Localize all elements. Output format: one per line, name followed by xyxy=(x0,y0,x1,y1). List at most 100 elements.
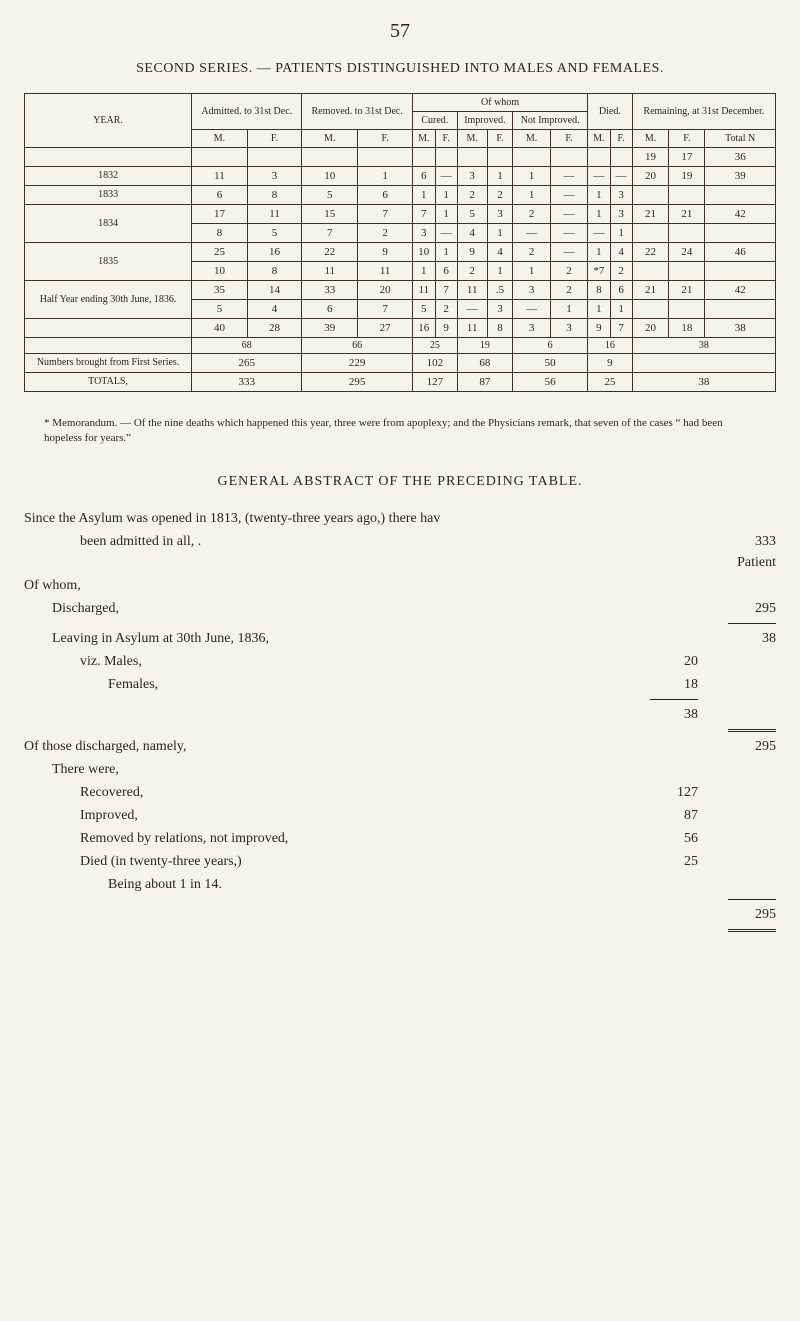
cell: 11 xyxy=(413,281,436,300)
cell: 5 xyxy=(192,300,248,319)
cell: 8 xyxy=(247,262,302,281)
footnote: * Memorandum. — Of the nine deaths which… xyxy=(44,416,756,446)
brace-value: 66 xyxy=(302,338,413,354)
cell: 8 xyxy=(192,224,248,243)
cell: 10 xyxy=(302,167,358,186)
abstract-value: 333 Patient xyxy=(716,531,776,573)
cell xyxy=(247,148,302,167)
cell: 1 xyxy=(435,243,457,262)
cell: 2 xyxy=(513,243,551,262)
cell: 3 xyxy=(487,205,512,224)
abstract-value: 25 xyxy=(638,851,698,872)
cell: 18 xyxy=(669,319,705,338)
cell: 6 xyxy=(435,262,457,281)
cell: 1 xyxy=(487,224,512,243)
cell: 2 xyxy=(551,281,588,300)
header-m: M. xyxy=(457,130,487,148)
year-label: 1833 xyxy=(25,186,192,205)
cell: 22 xyxy=(302,243,358,262)
cell: 3 xyxy=(457,167,487,186)
cell: 7 xyxy=(610,319,632,338)
abstract-value xyxy=(638,628,698,649)
abstract-value: 295 xyxy=(716,904,776,925)
cell: 9 xyxy=(457,243,487,262)
totals-row: TOTALS, 333 295 127 87 56 25 38 xyxy=(25,373,776,392)
cell: 1 xyxy=(435,186,457,205)
abstract-value: 87 xyxy=(638,805,698,826)
abstract-value xyxy=(638,736,698,757)
cell: 11 xyxy=(192,167,248,186)
header-year: YEAR. xyxy=(25,94,192,148)
cell xyxy=(632,354,775,373)
header-f: F. xyxy=(610,130,632,148)
cell: 16 xyxy=(247,243,302,262)
cell: 38 xyxy=(705,319,776,338)
abstract-line: Discharged, xyxy=(24,598,638,619)
cell: 6 xyxy=(358,186,413,205)
cell: 3 xyxy=(551,319,588,338)
cell: 3 xyxy=(610,186,632,205)
cell: 295 xyxy=(302,373,413,392)
cell: 56 xyxy=(513,373,588,392)
table-row: Half Year ending 30th June, 1836. 351433… xyxy=(25,281,776,300)
cell: 229 xyxy=(302,354,413,373)
abstract-value: 18 xyxy=(638,674,698,695)
cell: 11 xyxy=(247,205,302,224)
table-row: 1832 1131016—311———201939 xyxy=(25,167,776,186)
cell: 1 xyxy=(551,300,588,319)
empty-label xyxy=(25,338,192,354)
header-removed: Removed. to 31st Dec. xyxy=(302,94,413,130)
cell: — xyxy=(551,205,588,224)
header-f: F. xyxy=(358,130,413,148)
cell: 46 xyxy=(705,243,776,262)
cell: 2 xyxy=(358,224,413,243)
cell: 19 xyxy=(632,148,669,167)
header-m: M. xyxy=(632,130,669,148)
abstract-line: Females, xyxy=(24,674,638,695)
cell: 1 xyxy=(435,205,457,224)
cell: 21 xyxy=(632,205,669,224)
table-row: 191736 xyxy=(25,148,776,167)
cell xyxy=(632,186,669,205)
cell: 4 xyxy=(610,243,632,262)
cell: 6 xyxy=(192,186,248,205)
cell: — xyxy=(588,167,611,186)
page-number: 57 xyxy=(24,20,776,43)
header-f: F. xyxy=(247,130,302,148)
cell xyxy=(632,300,669,319)
cell xyxy=(669,224,705,243)
header-m: M. xyxy=(588,130,611,148)
subtotal-row: 402839271691183397201838 xyxy=(25,319,776,338)
cell: 1 xyxy=(610,300,632,319)
cell: 6 xyxy=(610,281,632,300)
cell: 1 xyxy=(513,262,551,281)
cell: 15 xyxy=(302,205,358,224)
abstract-value: 38 xyxy=(716,628,776,649)
header-cured: Cured. xyxy=(413,112,458,130)
header-m: M. xyxy=(413,130,436,148)
cell: 1 xyxy=(487,167,512,186)
cell: 2 xyxy=(487,186,512,205)
cell: 87 xyxy=(457,373,513,392)
cell: 1 xyxy=(588,300,611,319)
abstract-value: 56 xyxy=(638,828,698,849)
brace-value: 68 xyxy=(192,338,302,354)
cell: 2 xyxy=(457,262,487,281)
brace-value: 25 xyxy=(413,338,458,354)
cell xyxy=(457,148,487,167)
cell: 19 xyxy=(669,167,705,186)
cell: 40 xyxy=(192,319,248,338)
cell: 20 xyxy=(358,281,413,300)
cell xyxy=(358,148,413,167)
header-died: Died. xyxy=(588,94,633,130)
cell: 3 xyxy=(413,224,436,243)
cell: 8 xyxy=(588,281,611,300)
cell: 10 xyxy=(192,262,248,281)
cell: 25 xyxy=(192,243,248,262)
cell: — xyxy=(551,186,588,205)
table-row: 1834 171115771532—13212142 xyxy=(25,205,776,224)
header-improved: Improved. xyxy=(457,112,513,130)
cell xyxy=(513,148,551,167)
header-ofwhom: Of whom xyxy=(413,94,588,112)
abstract-value: 127 xyxy=(638,782,698,803)
